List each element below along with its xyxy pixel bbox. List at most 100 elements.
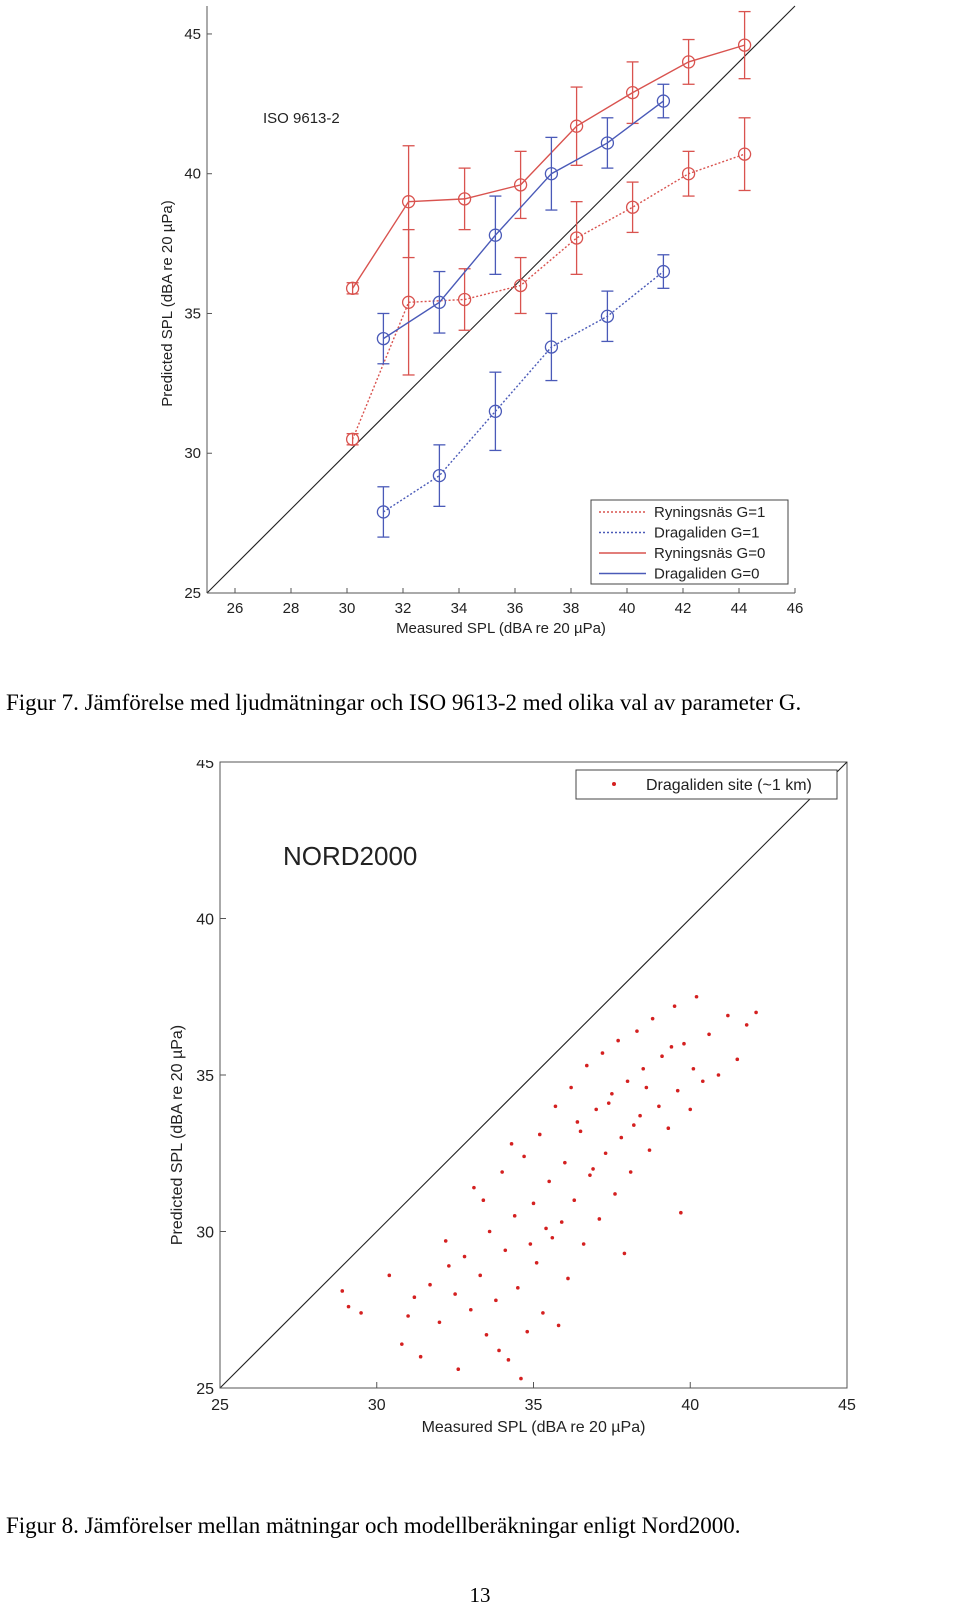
scatter-point <box>610 1091 614 1096</box>
scatter-point <box>484 1332 489 1337</box>
scatter-point <box>591 1167 595 1171</box>
scatter-point <box>566 1276 570 1281</box>
scatter-point <box>481 1198 486 1202</box>
scatter-point <box>556 1323 561 1328</box>
chart-nord2000: 25 30 35 40 45 25 30 35 40 45 Measured SPL (dBA re… <box>169 760 856 1436</box>
scatter-point <box>428 1282 432 1287</box>
scatter-point <box>700 1079 705 1084</box>
data-point-marker <box>544 167 559 181</box>
scatter-point <box>500 1170 504 1174</box>
legend-box <box>590 499 789 585</box>
series-group <box>345 117 752 446</box>
scatter-point <box>387 1273 392 1278</box>
scatter-point <box>688 1107 693 1112</box>
y-tick-label: 25 <box>184 585 201 602</box>
x-tick-label: 36 <box>507 600 524 617</box>
scatter-point <box>503 1248 508 1253</box>
scatter-point <box>525 1329 530 1334</box>
scatter-point <box>537 1132 542 1137</box>
x-tick-label: 46 <box>787 600 804 617</box>
scatter-point <box>418 1354 423 1359</box>
series-group <box>376 83 671 365</box>
scatter-point <box>531 1201 536 1206</box>
scatter-point <box>472 1185 476 1190</box>
scatter-point <box>541 1311 545 1315</box>
chart-annotation: ISO 9613-2 <box>263 110 340 127</box>
y-tick-label: 40 <box>196 912 214 929</box>
scatter-point <box>478 1273 483 1278</box>
y-tick-label: 35 <box>196 1068 214 1085</box>
data-point-marker <box>681 167 696 181</box>
reference-line-y-equals-x <box>206 5 796 594</box>
scatter-point <box>594 1107 598 1112</box>
scatter-point <box>559 1220 564 1224</box>
legend-label: Ryningsnäs G=1 <box>654 504 765 521</box>
data-point-marker <box>600 309 615 323</box>
x-tick-label: 32 <box>395 600 412 617</box>
chart-iso9613: 26 28 30 32 34 36 38 40 42 44 46 25 30 35 40 45 Measured… <box>159 5 804 637</box>
scatter-point <box>641 1066 646 1071</box>
x-tick-label: 42 <box>675 600 692 617</box>
scatter-point <box>437 1320 442 1325</box>
scatter-point <box>340 1289 345 1293</box>
scatter-point <box>447 1264 451 1268</box>
scatter-point <box>716 1073 721 1077</box>
scatter-point <box>563 1160 567 1165</box>
y-tick-label: 30 <box>184 445 201 462</box>
scatter-point <box>660 1054 664 1059</box>
scatter-point <box>726 1013 730 1018</box>
scatter-point <box>679 1210 683 1215</box>
x-tick-label: 45 <box>838 1397 856 1414</box>
data-point-marker <box>737 38 752 52</box>
data-point-marker <box>345 432 360 446</box>
scatter-point <box>603 1151 608 1156</box>
scatter-point <box>616 1038 620 1043</box>
data-point-marker <box>513 278 528 293</box>
scatter-point <box>509 1142 514 1146</box>
scatter-point <box>516 1286 520 1290</box>
x-axis-label: Measured SPL (dBA re 20 µPa) <box>396 620 606 637</box>
scatter-point <box>494 1298 498 1303</box>
scatter-point <box>672 1004 677 1008</box>
scatter-point <box>675 1088 680 1093</box>
scatter-point <box>597 1217 602 1221</box>
y-tick-label: 25 <box>196 1381 214 1398</box>
scatter-point <box>650 1016 655 1021</box>
data-point-marker <box>656 264 671 279</box>
scatter-point <box>572 1198 577 1202</box>
scatter-point <box>544 1226 548 1231</box>
y-tick-label: 40 <box>184 166 201 183</box>
scatter-point <box>744 1023 749 1027</box>
y-tick-label: 35 <box>184 305 201 322</box>
data-point-marker <box>513 178 528 192</box>
data-point-marker <box>488 228 503 242</box>
x-tick-label: 34 <box>451 600 468 617</box>
x-tick-label: 40 <box>681 1397 699 1414</box>
y-tick-label: 30 <box>196 1225 214 1242</box>
legend-label: Dragaliden G=1 <box>654 525 759 542</box>
scatter-point <box>462 1254 467 1259</box>
legend-label: Dragaliden G=0 <box>654 566 759 583</box>
x-tick-label: 35 <box>525 1397 543 1414</box>
scatter-point <box>453 1292 457 1296</box>
data-point-marker <box>376 331 391 346</box>
scatter-point <box>632 1123 636 1127</box>
scatter-point <box>622 1251 627 1256</box>
scatter-point <box>400 1342 404 1346</box>
scatter-point <box>619 1135 624 1140</box>
data-point-marker <box>625 200 640 214</box>
data-point-marker <box>345 281 360 295</box>
scatter-point <box>635 1029 639 1033</box>
page-number: 13 <box>469 1583 491 1607</box>
scatter-point <box>547 1179 551 1184</box>
x-axis-label: Measured SPL (dBA re 20 µPa) <box>422 1419 646 1436</box>
scatter-point <box>707 1032 711 1037</box>
x-tick-label: 40 <box>619 600 636 617</box>
scatter-point <box>694 994 699 999</box>
data-point-marker <box>569 231 584 245</box>
legend-box <box>575 769 838 800</box>
y-tick-label: 45 <box>196 760 214 772</box>
scatter-point <box>606 1101 611 1105</box>
scatter-point <box>519 1376 523 1381</box>
data-point-marker <box>457 292 472 307</box>
